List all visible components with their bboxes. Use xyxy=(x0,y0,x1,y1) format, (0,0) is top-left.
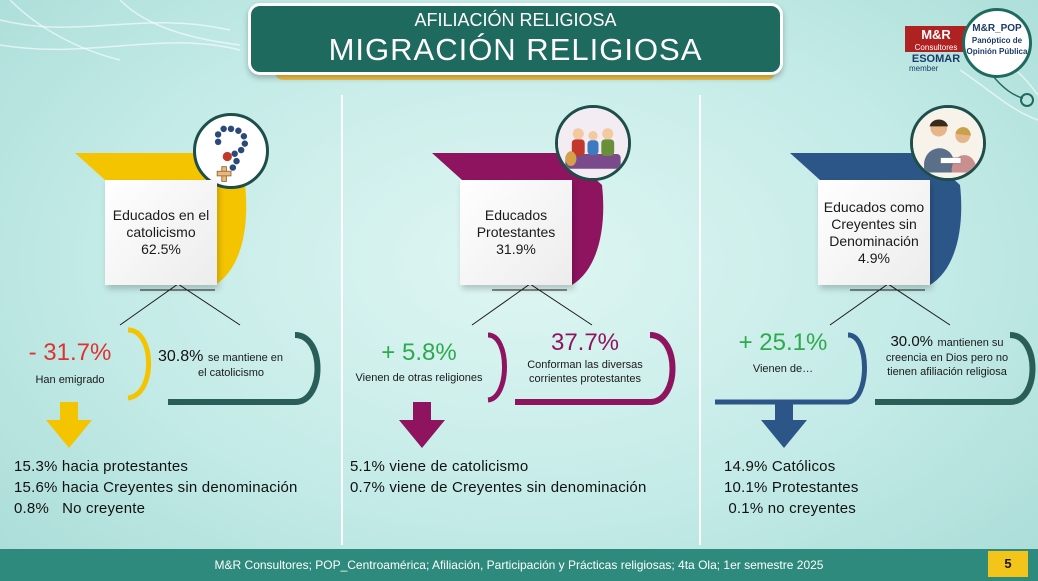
footer-source: M&R Consultores; POP_Centroamérica; Afil… xyxy=(0,549,1038,581)
col1-left-stat: - 31.7% Han emigrado xyxy=(10,340,130,387)
col2-right-stat: 37.7% Conforman las diversas corrientes … xyxy=(515,330,655,386)
list-item: 10.1% Protestantes xyxy=(724,479,859,496)
pop-logo-name: M&R_POP xyxy=(972,23,1022,34)
rosary-icon xyxy=(193,113,269,189)
col1-down-arrow xyxy=(46,402,92,448)
pop-logo-line1: Panóptico de xyxy=(971,36,1023,45)
pop-logo: M&R_POP Panóptico de Opinión Pública xyxy=(962,8,1032,78)
praying-people-icon xyxy=(910,105,986,181)
col3-right-label-a: mantienen su xyxy=(937,337,1004,349)
col3-accent-shape xyxy=(790,153,962,285)
col3-down-arrow xyxy=(761,402,807,448)
page-title: MIGRACIÓN RELIGIOSA xyxy=(328,32,703,67)
mr-consultores-logo: M&R Consultores ESOMAR member xyxy=(905,4,967,74)
category-protestant-box: Educados Protestantes 31.9% xyxy=(460,180,572,285)
header-banner: AFILIACIÓN RELIGIOSA MIGRACIÓN RELIGIOSA xyxy=(248,3,783,75)
header-subtitle: AFILIACIÓN RELIGIOSA xyxy=(414,10,617,30)
col3-left-pct: + 25.1% xyxy=(738,329,828,356)
col3-right-pct: 30.0% xyxy=(890,333,934,350)
category-nondenominational-pct: 4.9% xyxy=(858,249,890,266)
list-item: 5.1% viene de catolicismo xyxy=(350,458,529,475)
col3-breakdown-list: 14.9% Católicos 10.1% Protestantes 0.1% … xyxy=(724,456,1024,519)
col1-left-label: Han emigrado xyxy=(35,374,105,386)
col1-right-label-a: se mantiene en xyxy=(207,352,284,364)
category-nondenominational-line3: Denominación xyxy=(829,232,919,249)
col2-breakdown-list: 5.1% viene de catolicismo 0.7% viene de … xyxy=(350,456,695,498)
category-nondenominational-box: Educados como Creyentes sin Denominación… xyxy=(818,180,930,285)
col1-accent-shape xyxy=(75,153,247,285)
category-catholic-pct: 62.5% xyxy=(141,241,181,257)
mr-logo-name: M&R xyxy=(905,26,967,43)
category-nondenominational-line2: Creyentes sin xyxy=(831,215,917,232)
col2-right-label-b: corrientes protestantes xyxy=(529,373,641,385)
list-item: 15.3% hacia protestantes xyxy=(14,458,189,475)
list-item: 0.8% No creyente xyxy=(14,500,146,517)
list-item: 0.7% viene de Creyentes sin denominación xyxy=(350,479,647,496)
col1-right-pct: 30.8% xyxy=(158,348,204,365)
col2-down-arrow xyxy=(399,402,445,448)
category-protestant-line2: Protestantes xyxy=(476,224,556,240)
category-catholic-line1: Educados en el xyxy=(112,207,210,223)
col3-right-stat: 30.0% mantienen su creencia en Dios pero… xyxy=(872,333,1022,379)
mr-logo-sub: Consultores xyxy=(905,43,967,52)
category-nondenominational-line1: Educados como xyxy=(823,198,925,215)
category-protestant-pct: 31.9% xyxy=(496,241,536,257)
col1-right-label-b: el catolicismo xyxy=(198,367,265,379)
category-protestant-line1: Educados xyxy=(484,207,548,223)
col3-left-stat: + 25.1% Vienen de… xyxy=(718,330,848,376)
col2-right-label-a: Conforman las diversas xyxy=(527,359,643,371)
col2-accent-shape xyxy=(432,153,604,285)
family-icon xyxy=(555,105,631,181)
esomar-label: ESOMAR xyxy=(911,53,961,65)
col1-left-pct: - 31.7% xyxy=(28,339,112,366)
list-item: 15.6% hacia Creyentes sin denominación xyxy=(14,479,298,496)
col1-right-stat: 30.8% se mantiene en el catolicismo xyxy=(158,348,308,380)
category-catholic-box: Educados en el catolicismo 62.5% xyxy=(105,180,217,285)
col3-right-label-b: creencia en Dios pero no xyxy=(885,352,1009,364)
col2-left-stat: + 5.8% Vienen de otras religiones xyxy=(345,340,493,385)
col2-left-label: Vienen de otras religiones xyxy=(355,372,483,384)
col2-left-pct: + 5.8% xyxy=(381,339,457,366)
list-item: 0.1% no creyentes xyxy=(724,500,857,517)
col1-breakdown-list: 15.3% hacia protestantes 15.6% hacia Cre… xyxy=(14,456,339,519)
page-number: 5 xyxy=(988,551,1028,577)
list-item: 14.9% Católicos xyxy=(724,458,836,475)
col3-right-label-c: tienen afiliación religiosa xyxy=(887,366,1007,378)
esomar-member-label: member xyxy=(909,64,939,73)
col3-left-label: Vienen de… xyxy=(752,363,814,375)
col2-right-pct: 37.7% xyxy=(550,329,620,356)
pop-logo-line2: Opinión Pública xyxy=(966,47,1028,56)
connector-lines xyxy=(119,283,951,326)
category-catholic-line2: catolicismo xyxy=(126,224,196,240)
